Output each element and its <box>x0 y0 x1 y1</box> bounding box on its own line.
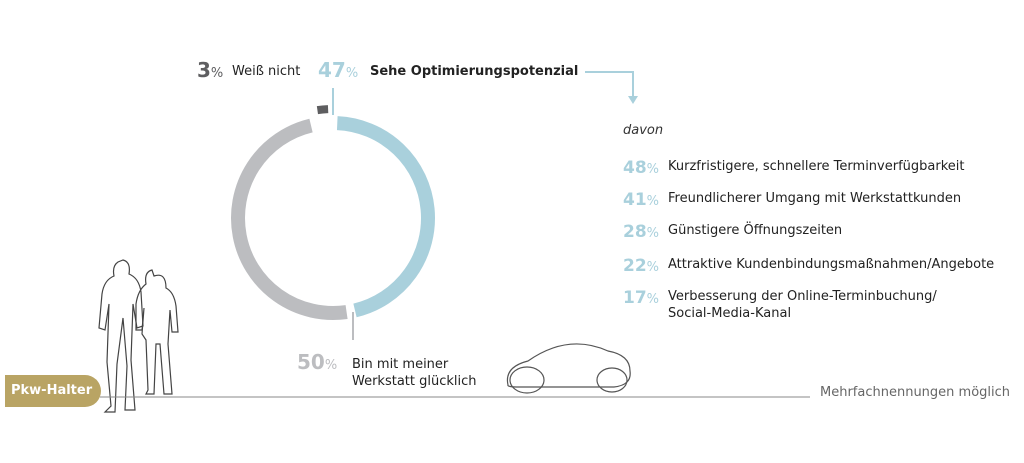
list-item: 28% Günstigere Öffnungszeiten <box>623 222 842 242</box>
percent-label: 48% <box>623 158 660 178</box>
list-item: 48% Kurzfristigere, schnellere Terminverf… <box>623 158 964 178</box>
callout-arrow <box>585 71 634 98</box>
percent-label: 47% <box>318 58 359 82</box>
list-item: 41% Freundlicherer Umgang mit Werkstattku… <box>623 190 961 210</box>
percent-sign: % <box>345 66 359 81</box>
badge: Pkw-Halter <box>5 375 101 407</box>
donut-segment <box>316 105 329 115</box>
category-label: Sehe Optimierungspotenzial <box>370 64 579 79</box>
footnote: Mehrfachnennungen möglich <box>820 385 1011 400</box>
category-label: Bin mit meiner Werkstatt glücklich <box>352 357 477 389</box>
percent-label: 22% <box>623 256 660 276</box>
list-item: 22% Attraktive Kundenbindungsmaßnahmen/An… <box>623 256 994 276</box>
percent-sign: % <box>646 292 660 307</box>
donut <box>231 105 435 320</box>
list-title: davon <box>623 123 664 138</box>
category-label: Weiß nicht <box>232 64 301 79</box>
list-item: 17% Verbesserung der Online-Terminbuchung… <box>623 288 937 322</box>
list-text: Attraktive Kundenbindungsmaßnahmen/Angeb… <box>668 257 995 272</box>
percent-sign: % <box>646 194 660 209</box>
donut-segment <box>231 118 348 320</box>
percent-label: 50% <box>297 350 338 374</box>
people-drawing <box>98 259 179 413</box>
percent-sign: % <box>646 226 660 241</box>
list-text: Verbesserung der Online-Terminbuchung/ S… <box>668 289 937 321</box>
arrow-head <box>628 96 638 104</box>
percent-label: 17% <box>623 288 660 308</box>
percent-sign: % <box>324 358 338 373</box>
percent-sign: % <box>646 162 660 177</box>
percent-sign: % <box>210 66 224 81</box>
list-text: Freundlicherer Umgang mit Werkstattkunde… <box>668 191 962 206</box>
percent-label: 28% <box>623 222 660 242</box>
percent-sign: % <box>646 260 660 275</box>
list-text: Günstigere Öffnungszeiten <box>668 223 843 238</box>
percent-label: 3% <box>197 58 224 82</box>
donut-segment <box>336 116 435 318</box>
list-text: Kurzfristigere, schnellere Terminverfügb… <box>668 159 965 174</box>
percent-label: 41% <box>623 190 660 210</box>
car-drawing <box>506 343 631 394</box>
